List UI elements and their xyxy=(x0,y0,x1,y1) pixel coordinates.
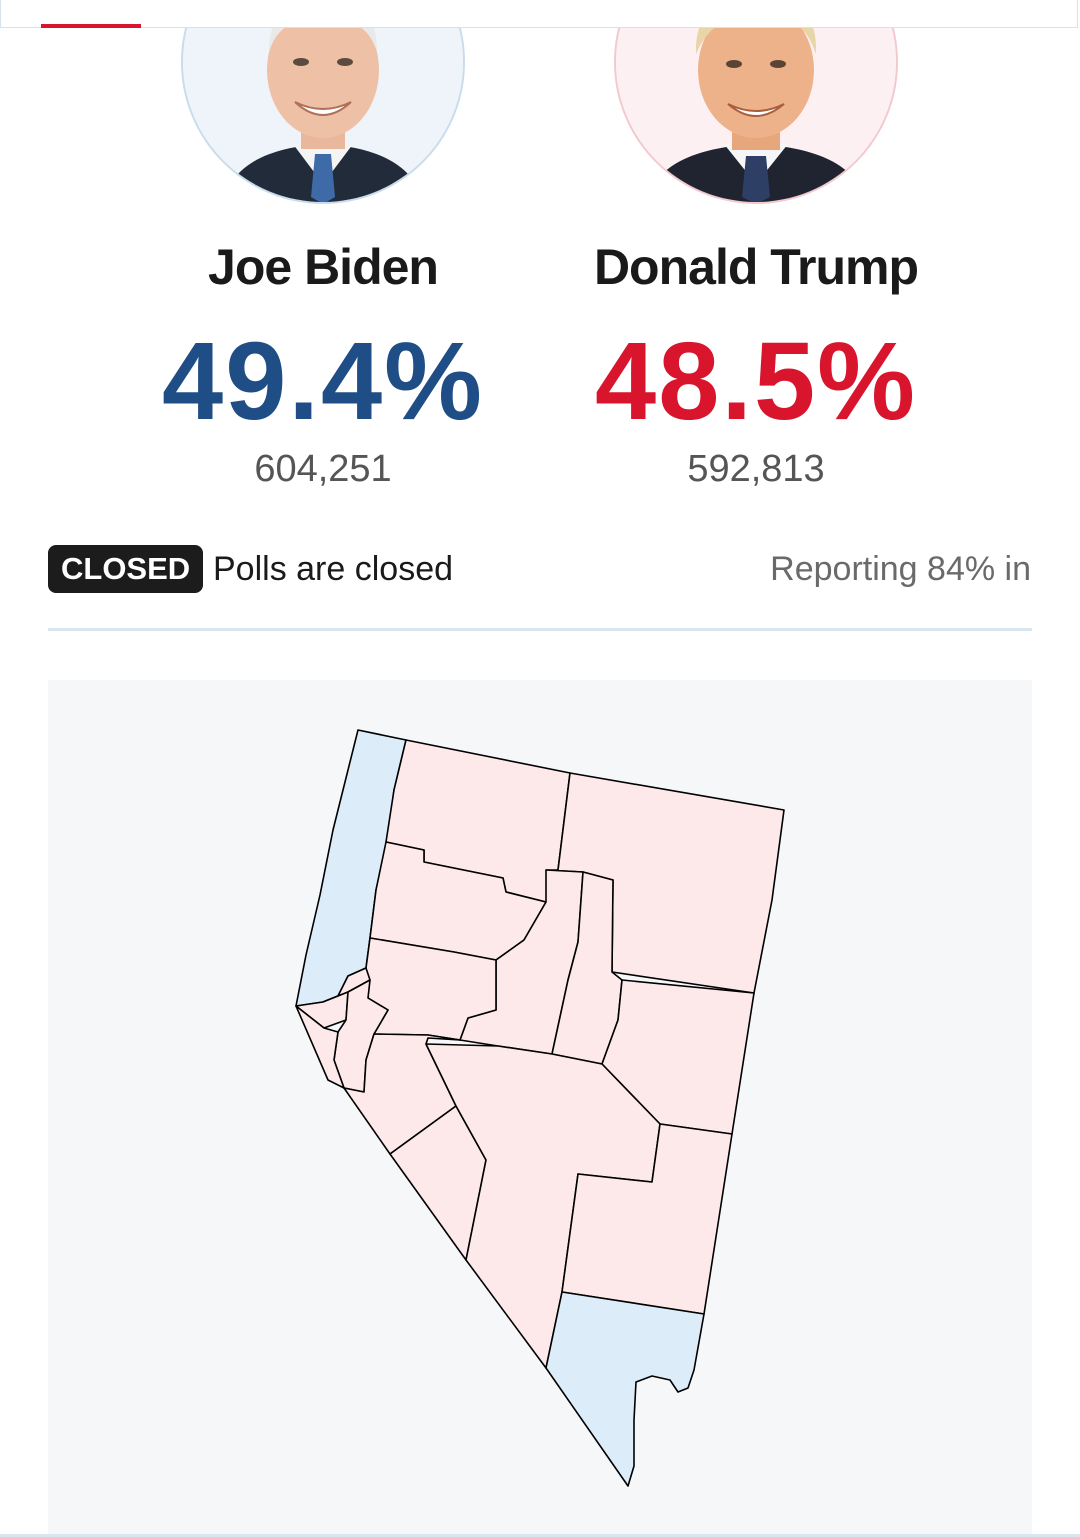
header-bar xyxy=(0,0,1078,28)
biden-percent: 49.4% xyxy=(162,320,484,443)
section-divider xyxy=(48,628,1032,631)
biden-votes: 604,251 xyxy=(254,448,392,490)
trump-portrait-icon xyxy=(616,0,896,202)
trump-name: Donald Trump xyxy=(593,239,919,295)
status-text: Polls are closed xyxy=(213,550,454,588)
county-map[interactable] xyxy=(48,680,1032,1537)
county-clark[interactable] xyxy=(545,1291,705,1487)
active-tab-indicator xyxy=(41,24,141,28)
biden-name: Joe Biden xyxy=(208,239,439,295)
county-douglas[interactable] xyxy=(295,1005,345,1089)
reporting-text: Reporting 84% in xyxy=(770,550,1031,588)
trump-votes: 592,813 xyxy=(687,448,825,490)
trump-percent: 48.5% xyxy=(595,320,917,443)
nevada-map xyxy=(295,729,785,1487)
biden-portrait xyxy=(181,0,465,204)
trump-portrait xyxy=(614,0,898,204)
bottom-divider xyxy=(0,1534,1080,1537)
status-badge: CLOSED xyxy=(48,545,204,593)
biden-portrait-icon xyxy=(183,0,463,202)
